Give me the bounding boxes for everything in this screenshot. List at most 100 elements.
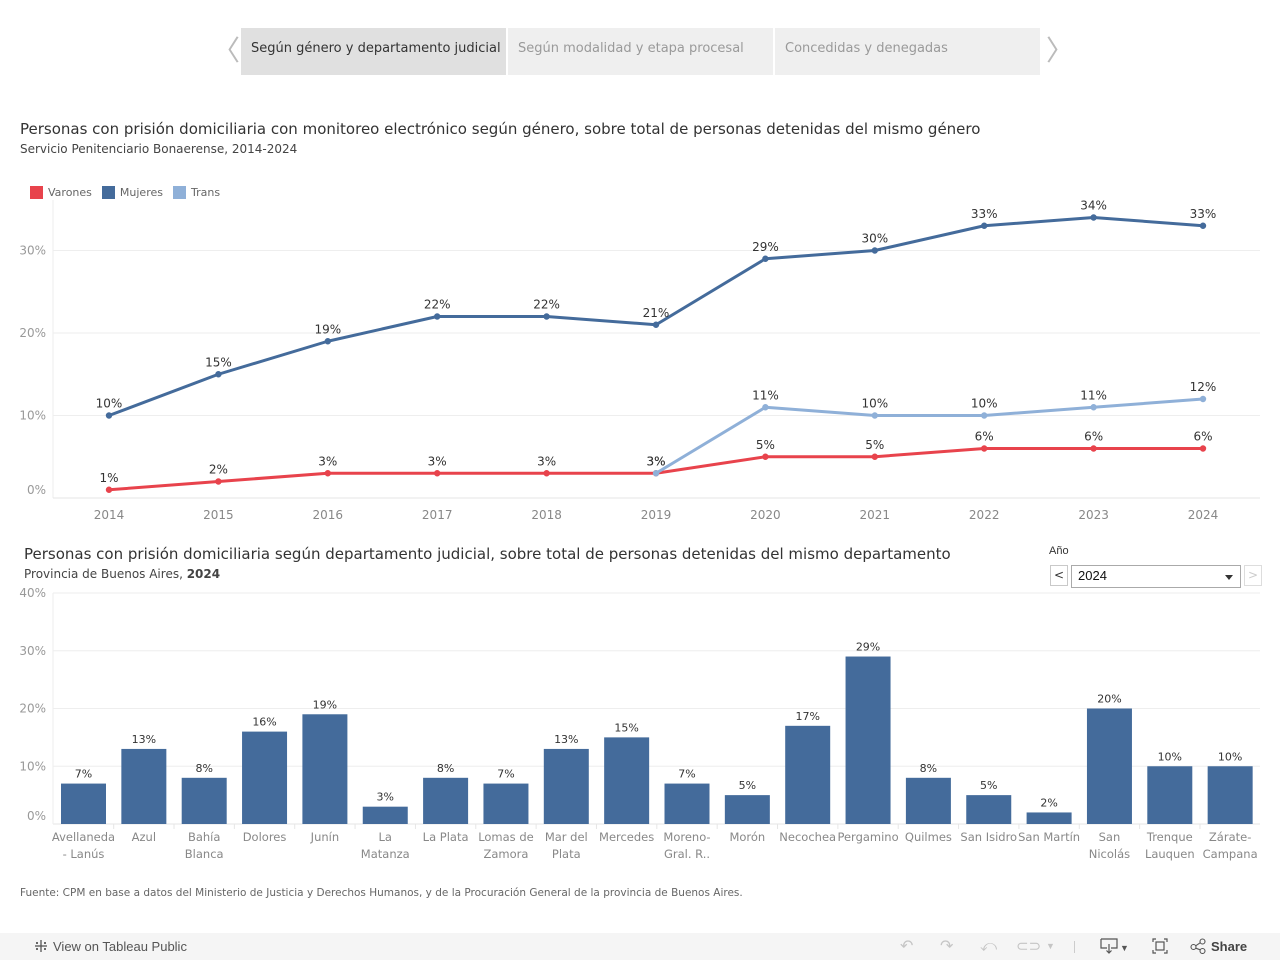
year-filter-label: Año [1049, 545, 1069, 557]
line-chart-subtitle: Servicio Penitenciario Bonaerense, 2014-… [20, 142, 298, 156]
bar-value-label: 8% [437, 762, 454, 775]
year-next-button[interactable]: > [1244, 565, 1262, 586]
tab-modalidad-etapa[interactable]: Según modalidad y etapa procesal [508, 28, 773, 75]
x-category-label: Avellaneda [52, 830, 115, 844]
bar [362, 806, 408, 824]
data-point-mujeres [762, 255, 769, 262]
legend-item-trans[interactable]: Trans [172, 186, 221, 199]
bar-value-label: 15% [614, 721, 638, 734]
x-category-label: Junín [310, 830, 339, 844]
x-category-label: La Plata [423, 830, 469, 844]
y-tick-label: 30% [19, 244, 46, 258]
toolbar-divider [1074, 941, 1075, 953]
data-point-mujeres [215, 371, 222, 378]
data-label-trans: 3% [646, 454, 665, 468]
legend-label-trans: Trans [190, 186, 221, 199]
bar-value-label: 13% [554, 733, 578, 746]
download-dropdown-icon: ▼ [1120, 943, 1129, 953]
next-tab-arrow-icon[interactable]: 〉 [1046, 34, 1075, 67]
bar [664, 783, 710, 824]
data-point-mujeres [652, 321, 660, 328]
legend-swatch-trans [172, 186, 186, 199]
data-label-mujeres: 19% [314, 322, 341, 336]
bar [483, 783, 529, 824]
data-label-varones: 1% [99, 471, 118, 485]
legend-item-mujeres[interactable]: Mujeres [101, 186, 163, 199]
x-category-label: Morón [729, 830, 765, 844]
x-tick-label: 2020 [750, 508, 781, 522]
bar [905, 777, 951, 824]
bar [845, 656, 891, 824]
data-point-trans [981, 412, 988, 419]
x-tick-label: 2024 [1188, 508, 1219, 522]
bar [181, 777, 227, 824]
x-tick-label: 2017 [422, 508, 453, 522]
legend-item-varones[interactable]: Varones [30, 186, 92, 199]
download-button[interactable]: ▼ [1100, 933, 1129, 960]
undo-icon[interactable]: ↶ [900, 938, 914, 955]
view-on-tableau-link[interactable]: View on Tableau Public [33, 933, 187, 960]
year-select[interactable]: 2024 [1071, 565, 1241, 588]
data-point-varones [1090, 445, 1097, 452]
chevron-down-icon [1225, 575, 1233, 580]
x-category-label: Plata [552, 847, 581, 861]
tableau-toolbar: View on Tableau Public ↶ ↷ ⤺ ⊂⊃ ▼ ▼ Shar… [0, 933, 1280, 960]
year-prev-button[interactable]: < [1050, 565, 1068, 586]
line-chart-title: Personas con prisión domiciliaria con mo… [20, 120, 981, 138]
data-point-mujeres [981, 222, 988, 229]
data-point-trans [1199, 395, 1207, 403]
y-tick-label: 10% [19, 759, 46, 773]
previous-tab-arrow-icon[interactable]: 〈 [212, 34, 241, 67]
redo-icon[interactable]: ↷ [940, 938, 954, 955]
x-category-label: Nicolás [1089, 847, 1130, 861]
fullscreen-button[interactable] [1152, 933, 1168, 960]
data-point-mujeres [543, 313, 550, 320]
series-line-trans [655, 397, 1204, 475]
x-category-label: - Lanús [63, 847, 105, 861]
bar-value-label: 19% [313, 698, 337, 711]
x-category-label: Lomas de [478, 830, 534, 844]
data-point-trans [652, 470, 660, 477]
x-category-label: Blanca [185, 847, 224, 861]
x-category-label: Necochea [779, 830, 836, 844]
data-point-varones [105, 486, 113, 493]
bar [121, 748, 167, 824]
share-button[interactable]: Share [1190, 933, 1247, 960]
bar-value-label: 16% [252, 716, 276, 729]
data-label-trans: 10% [861, 397, 888, 411]
revert-icon[interactable]: ⤺ [980, 938, 998, 955]
bar [1147, 766, 1193, 824]
data-label-mujeres: 33% [971, 207, 998, 221]
bar-value-label: 10% [1218, 750, 1242, 763]
bar-value-label: 3% [377, 791, 394, 804]
data-label-varones: 6% [1193, 430, 1212, 444]
bar-chart-subtitle: Provincia de Buenos Aires, 2024 [24, 567, 220, 581]
refresh-icon[interactable]: ⊂⊃ [1016, 938, 1042, 955]
y-tick-label: 0% [27, 809, 46, 823]
legend-swatch-varones [30, 186, 43, 199]
data-label-trans: 12% [1190, 380, 1217, 394]
x-category-label: La [379, 830, 392, 844]
x-category-label: Campana [1203, 847, 1258, 861]
data-point-varones [434, 470, 441, 477]
bar-value-label: 17% [795, 710, 819, 723]
bar [724, 795, 770, 824]
x-category-label: Dolores [243, 830, 287, 844]
bar-chart-subtitle-prefix: Provincia de Buenos Aires, [24, 567, 187, 581]
tab-genero-departamento[interactable]: Según género y departamento judicial [241, 28, 506, 75]
tableau-logo-icon [35, 940, 47, 952]
data-point-mujeres [1090, 214, 1097, 221]
x-category-label: Moreno- [663, 830, 710, 844]
data-label-trans: 11% [1080, 388, 1107, 402]
data-label-mujeres: 21% [643, 306, 670, 320]
data-label-varones: 6% [1084, 430, 1103, 444]
data-point-varones [762, 453, 769, 460]
bar-value-label: 20% [1097, 693, 1121, 706]
share-icon [1190, 938, 1206, 955]
tab-concedidas-denegadas[interactable]: Concedidas y denegadas [775, 28, 1040, 75]
y-tick-label: 20% [19, 326, 46, 340]
data-point-mujeres [434, 313, 441, 320]
bar-value-label: 5% [739, 779, 756, 792]
refresh-dropdown-icon[interactable]: ▼ [1046, 941, 1055, 951]
bar-value-label: 8% [195, 762, 212, 775]
